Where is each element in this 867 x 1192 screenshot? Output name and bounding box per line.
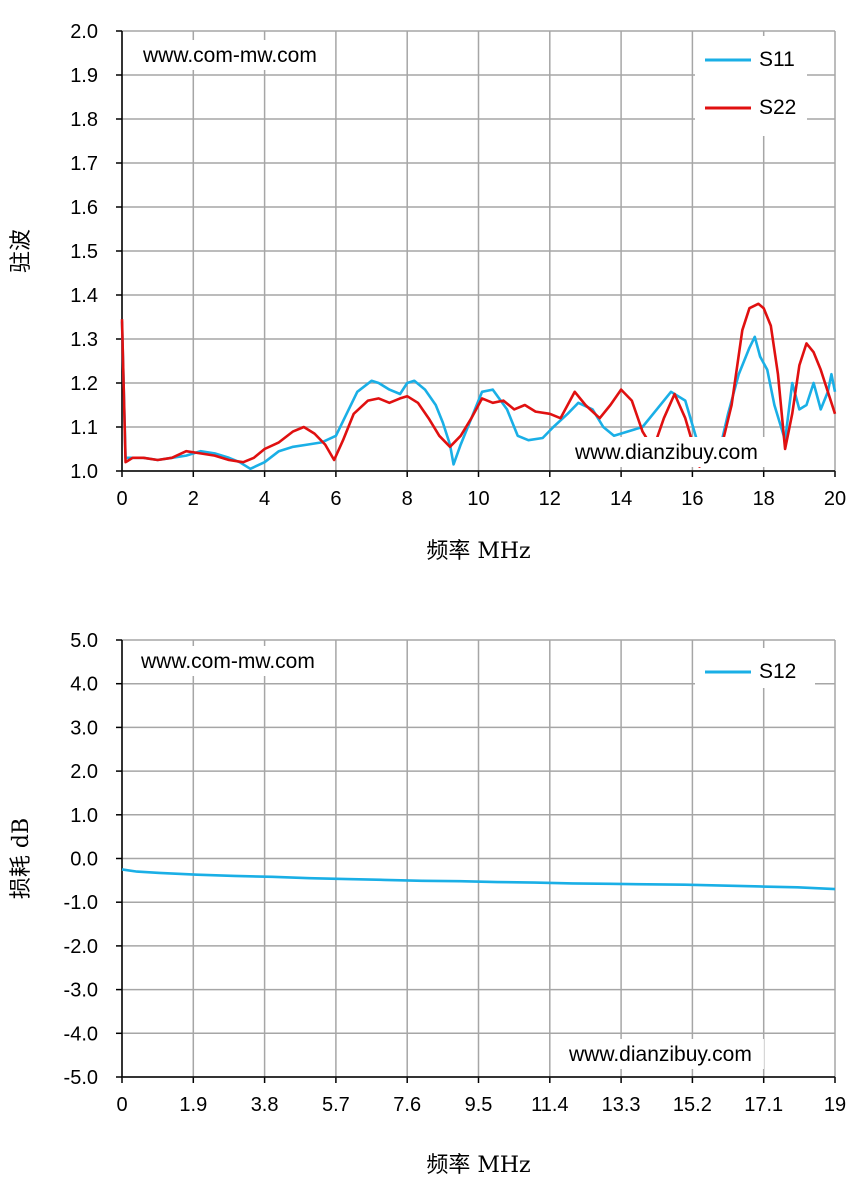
x-tick-label: 6	[330, 488, 341, 510]
y-tick-label: -2.0	[64, 936, 98, 958]
watermark-background	[565, 1039, 764, 1069]
x-tick-label: 12	[539, 488, 561, 510]
x-tick-label: 14	[610, 488, 632, 510]
chart-2: 0 1.9 3.8 5.7 7.6 9.5 11.4 13.3 15.2 17.1 19 5.0 4.0…	[9, 630, 846, 1178]
y-tick-label: 1.8	[70, 109, 98, 131]
y-tick-label: 1.7	[70, 153, 98, 175]
y-tick-label: 2.0	[70, 761, 98, 783]
x-tick-label: 1.9	[179, 1094, 207, 1116]
x-tick-label: 0	[116, 1094, 127, 1116]
x-tick-label: 17.1	[744, 1094, 783, 1116]
x-tick-label: 15.2	[673, 1094, 712, 1116]
watermark-background	[139, 40, 303, 70]
x-tick-label: 7.6	[393, 1094, 421, 1116]
watermark-text: www.com-mw.com	[140, 650, 315, 673]
y-tick-label: 0.0	[70, 849, 98, 871]
chart-1: 0 2 4 6 8 10 12 14 16 18 20 2.0 1.9 1.8 1.7 1.6 1.5 1.4 1.…	[9, 21, 846, 564]
x-tick-label: 3.8	[251, 1094, 279, 1116]
y-tick-label: 1.9	[70, 65, 98, 87]
watermark-text: www.dianzibuy.com	[568, 1043, 752, 1066]
x-axis-label: 频率 MHz	[426, 1153, 530, 1178]
x-tick-label: 8	[402, 488, 413, 510]
x-tick-label: 4	[259, 488, 270, 510]
x-tick-label: 9.5	[465, 1094, 493, 1116]
x-tick-label: 16	[681, 488, 703, 510]
x-tick-label: 5.7	[322, 1094, 350, 1116]
series-line-s22	[120, 302, 837, 468]
y-tick-label: -3.0	[64, 980, 98, 1002]
watermark-text: www.com-mw.com	[142, 44, 317, 67]
y-tick-label: 2.0	[70, 21, 98, 43]
x-tick-label: 20	[824, 488, 846, 510]
legend-box	[695, 648, 815, 688]
x-tick-label: 2	[188, 488, 199, 510]
x-axis-label: 频率 MHz	[426, 539, 530, 564]
y-tick-label: -4.0	[64, 1023, 98, 1045]
y-tick-label: 1.0	[70, 805, 98, 827]
watermark-background	[137, 646, 301, 676]
y-tick-label: 1.2	[70, 373, 98, 395]
y-tick-label: 1.5	[70, 241, 98, 263]
y-tick-label: 5.0	[70, 630, 98, 652]
x-tick-label: 18	[753, 488, 775, 510]
series-line-s12	[121, 868, 836, 891]
x-tick-label: 13.3	[602, 1094, 641, 1116]
y-tick-label: 1.1	[70, 417, 98, 439]
watermark-text: www.dianzibuy.com	[574, 441, 758, 464]
x-tick-label: 10	[467, 488, 489, 510]
y-tick-label: 1.0	[70, 461, 98, 483]
x-tick-label: 19	[824, 1094, 846, 1116]
legend-label-s11: S11	[759, 48, 795, 71]
y-tick-label: 1.3	[70, 329, 98, 351]
y-axis-label: 损耗 dB	[9, 818, 34, 899]
legend-label-s22: S22	[759, 96, 796, 119]
legend-box	[695, 36, 807, 136]
legend-label-s12: S12	[759, 660, 796, 683]
y-tick-label: -5.0	[64, 1067, 98, 1089]
y-tick-label: 3.0	[70, 717, 98, 739]
x-tick-label: 0	[116, 488, 127, 510]
series-line-s11	[120, 321, 837, 471]
y-tick-label: 4.0	[70, 674, 98, 696]
watermark-background	[571, 437, 770, 467]
y-tick-label: 1.6	[70, 197, 98, 219]
x-tick-label: 11.4	[531, 1094, 568, 1116]
y-tick-label: -1.0	[64, 892, 98, 914]
y-axis-label: 驻波	[9, 229, 34, 273]
y-tick-label: 1.4	[70, 285, 98, 307]
